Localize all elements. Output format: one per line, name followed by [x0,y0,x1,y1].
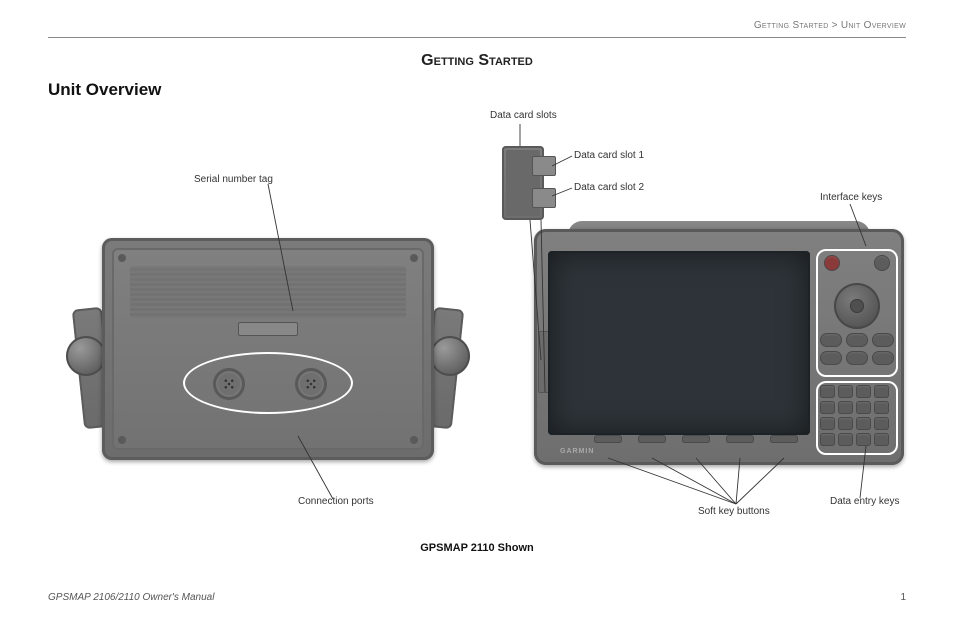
footer-page-number: 1 [900,592,906,603]
data-key-icon [856,433,871,446]
soft-key-icon [726,435,754,443]
soft-key-icon [770,435,798,443]
data-key-icon [838,433,853,446]
data-key-icon [874,385,889,398]
unit-front-illustration: GARMIN [534,221,904,473]
label-data-card-slot-1: Data card slot 1 [574,150,644,161]
button-icon [846,351,868,365]
model-caption: GPSMAP 2110 Shown [48,542,906,554]
connection-port-1-icon [213,368,245,400]
soft-key-icon [594,435,622,443]
button-icon [846,333,868,347]
soft-key-icon [638,435,666,443]
data-key-icon [856,417,871,430]
button-icon [820,333,842,347]
data-key-icon [820,417,835,430]
data-card-1-icon [532,156,556,176]
data-key-icon [820,401,835,414]
card-slot-module [502,146,544,220]
data-key-icon [838,417,853,430]
chapter-title: Getting Started [48,52,906,70]
diagram-area: Serial number tag Connection ports Data … [48,106,906,536]
back-inner [112,248,424,450]
back-shell [102,238,434,460]
cooling-ridges-icon [130,266,406,318]
serial-tag-icon [238,322,298,336]
footer: GPSMAP 2106/2110 Owner's Manual 1 [48,592,906,603]
button-icon [874,255,890,271]
rocker-dpad-icon [834,283,880,329]
screw-icon [118,436,126,444]
label-serial-number-tag: Serial number tag [194,174,273,185]
data-key-icon [820,433,835,446]
screw-icon [410,254,418,262]
brand-logo: GARMIN [560,448,594,455]
data-key-icon [838,401,853,414]
label-soft-key-buttons: Soft key buttons [698,506,770,517]
breadcrumb: Getting Started > Unit Overview [48,20,906,38]
section-title: Unit Overview [48,80,906,100]
button-icon [820,351,842,365]
power-button-icon [824,255,840,271]
data-key-icon [856,401,871,414]
button-icon [872,333,894,347]
data-key-icon [874,433,889,446]
data-key-icon [820,385,835,398]
breadcrumb-separator: > [829,20,841,31]
data-key-icon [838,385,853,398]
label-data-card-slots: Data card slots [490,110,557,121]
breadcrumb-section: Getting Started [754,20,829,31]
label-data-card-slot-2: Data card slot 2 [574,182,644,193]
button-icon [872,351,894,365]
data-key-icon [874,401,889,414]
screw-icon [410,436,418,444]
footer-manual-title: GPSMAP 2106/2110 Owner's Manual [48,592,214,603]
data-key-icon [874,417,889,430]
unit-back-illustration [88,224,448,474]
display-screen [548,251,810,435]
label-data-entry-keys: Data entry keys [830,496,899,507]
breadcrumb-page: Unit Overview [841,20,906,31]
data-card-2-icon [532,188,556,208]
screw-icon [118,254,126,262]
label-interface-keys: Interface keys [820,192,882,203]
front-shell: GARMIN [534,229,904,465]
connection-port-2-icon [295,368,327,400]
data-key-icon [856,385,871,398]
soft-key-icon [682,435,710,443]
connection-ports-outline [183,352,353,414]
label-connection-ports: Connection ports [298,496,374,507]
mount-knob-right-icon [430,336,470,376]
mount-knob-left-icon [66,336,106,376]
